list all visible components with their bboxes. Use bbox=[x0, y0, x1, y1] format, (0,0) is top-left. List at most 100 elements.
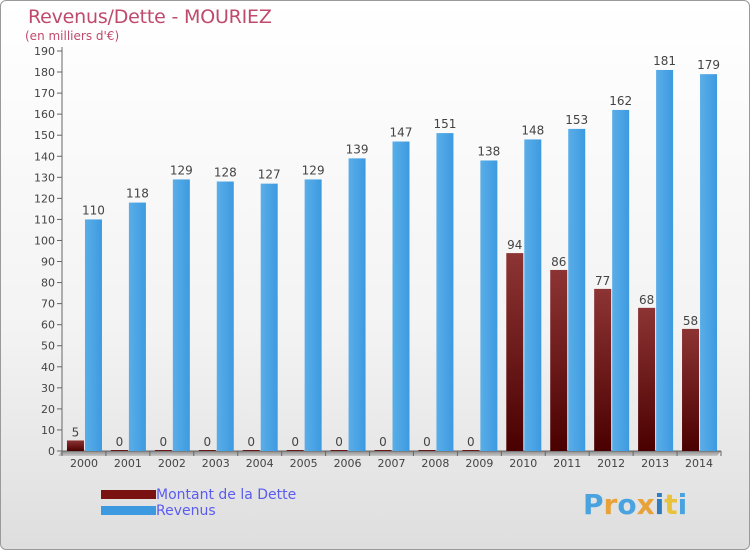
legend-swatch-revenus bbox=[101, 506, 156, 515]
y-tick-label: 120 bbox=[34, 192, 55, 205]
x-tick-label: 2000 bbox=[70, 457, 98, 470]
logo-letter: o bbox=[617, 488, 637, 521]
chart-floor bbox=[58, 451, 721, 456]
data-label-dette: 58 bbox=[683, 314, 698, 328]
bar-dette bbox=[66, 440, 84, 451]
y-tick-label: 100 bbox=[34, 234, 55, 247]
x-tick-label: 2012 bbox=[597, 457, 625, 470]
bar-dette bbox=[374, 450, 392, 451]
bar-dette bbox=[550, 269, 568, 451]
data-label-revenus: 179 bbox=[697, 58, 720, 72]
bar-revenus bbox=[568, 128, 586, 451]
y-tick-label: 20 bbox=[41, 403, 55, 416]
data-label-revenus: 139 bbox=[346, 142, 369, 156]
data-label-dette: 77 bbox=[595, 274, 610, 288]
bar-revenus bbox=[656, 69, 674, 452]
data-label-dette: 0 bbox=[423, 435, 431, 449]
x-tick-label: 2013 bbox=[641, 457, 669, 470]
data-label-revenus: 162 bbox=[609, 94, 632, 108]
y-tick-label: 50 bbox=[41, 340, 55, 353]
bar-revenus bbox=[524, 139, 542, 451]
bar-revenus bbox=[84, 219, 102, 451]
bar-dette bbox=[286, 450, 304, 451]
data-label-dette: 0 bbox=[291, 435, 299, 449]
y-tick-label: 110 bbox=[34, 213, 55, 226]
y-tick-label: 40 bbox=[41, 361, 55, 374]
data-label-revenus: 128 bbox=[214, 166, 237, 180]
bar-revenus bbox=[392, 141, 410, 452]
data-label-dette: 68 bbox=[639, 293, 654, 307]
data-label-dette: 5 bbox=[72, 425, 80, 439]
y-tick-label: 10 bbox=[41, 424, 55, 437]
x-tick-label: 2007 bbox=[378, 457, 406, 470]
y-tick-label: 170 bbox=[34, 87, 55, 100]
x-tick-label: 2003 bbox=[202, 457, 230, 470]
logo-letter: P bbox=[583, 488, 604, 521]
y-tick-label: 190 bbox=[34, 45, 55, 58]
x-tick-label: 2002 bbox=[158, 457, 186, 470]
bar-revenus bbox=[128, 202, 146, 451]
bar-dette bbox=[330, 450, 348, 451]
logo-letter: t bbox=[664, 488, 678, 521]
logo-letter: x bbox=[636, 488, 655, 521]
data-label-revenus: 127 bbox=[258, 168, 281, 182]
y-tick-label: 180 bbox=[34, 66, 55, 79]
x-tick-label: 2008 bbox=[421, 457, 449, 470]
legend-swatch-dette bbox=[101, 490, 156, 499]
data-label-dette: 0 bbox=[247, 435, 255, 449]
legend-label-dette: Montant de la Dette bbox=[156, 487, 297, 503]
data-label-dette: 94 bbox=[507, 238, 522, 252]
bar-revenus bbox=[348, 158, 366, 452]
data-label-revenus: 118 bbox=[126, 187, 149, 201]
data-label-dette: 0 bbox=[116, 435, 124, 449]
data-label-revenus: 110 bbox=[82, 203, 105, 217]
bar-dette bbox=[506, 253, 524, 451]
bar-dette bbox=[242, 450, 260, 451]
y-tick-label: 80 bbox=[41, 277, 55, 290]
logo-letter: i bbox=[677, 488, 688, 521]
x-tick-label: 2006 bbox=[334, 457, 362, 470]
y-tick-label: 150 bbox=[34, 129, 55, 142]
data-label-revenus: 147 bbox=[390, 126, 413, 140]
x-tick-label: 2014 bbox=[685, 457, 713, 470]
bar-dette bbox=[594, 288, 612, 451]
bar-dette bbox=[110, 450, 128, 451]
y-tick-label: 70 bbox=[41, 298, 55, 311]
bar-dette bbox=[154, 450, 172, 451]
proxiti-logo: Proxiti bbox=[583, 488, 687, 521]
y-tick-label: 0 bbox=[48, 445, 55, 458]
y-tick-label: 90 bbox=[41, 256, 55, 269]
x-tick-label: 2010 bbox=[509, 457, 537, 470]
bar-revenus bbox=[480, 160, 498, 451]
data-label-dette: 0 bbox=[335, 435, 343, 449]
x-tick-label: 2001 bbox=[114, 457, 142, 470]
logo-letter: i bbox=[654, 488, 665, 521]
bar-dette bbox=[638, 307, 656, 451]
bar-revenus bbox=[304, 179, 322, 451]
logo-letter: r bbox=[603, 488, 618, 521]
chart-title: Revenus/Dette - MOURIEZ bbox=[28, 6, 272, 28]
x-tick-label: 2005 bbox=[290, 457, 318, 470]
x-tick-label: 2009 bbox=[465, 457, 493, 470]
bar-dette bbox=[682, 328, 700, 451]
data-label-revenus: 151 bbox=[433, 117, 456, 131]
data-label-dette: 0 bbox=[379, 435, 387, 449]
data-label-revenus: 129 bbox=[302, 163, 325, 177]
x-tick-label: 2004 bbox=[246, 457, 274, 470]
y-tick-label: 60 bbox=[41, 319, 55, 332]
bar-dette bbox=[198, 450, 216, 451]
bar-revenus bbox=[172, 179, 190, 451]
legend-label-revenus: Revenus bbox=[156, 503, 216, 519]
bar-revenus bbox=[700, 74, 718, 451]
bar-revenus bbox=[436, 133, 454, 451]
x-tick-label: 2011 bbox=[553, 457, 581, 470]
data-label-revenus: 153 bbox=[565, 113, 588, 127]
data-label-revenus: 129 bbox=[170, 163, 193, 177]
data-label-dette: 0 bbox=[160, 435, 168, 449]
chart-subtitle: (en milliers d'€) bbox=[25, 29, 120, 43]
data-label-dette: 0 bbox=[203, 435, 211, 449]
y-tick-label: 130 bbox=[34, 171, 55, 184]
data-label-dette: 0 bbox=[467, 435, 475, 449]
